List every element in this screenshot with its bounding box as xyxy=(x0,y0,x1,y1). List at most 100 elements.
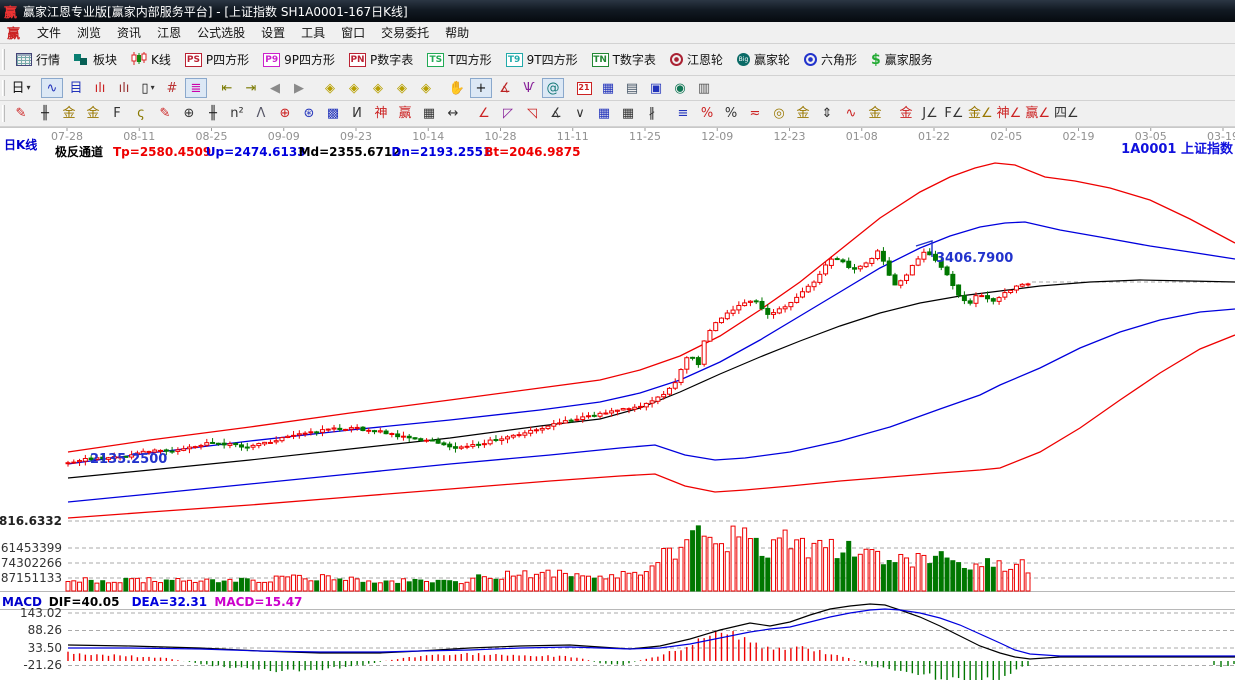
toolbar-button-blue-grid[interactable]: ▦ xyxy=(593,104,615,124)
child-window-logo-icon[interactable]: 赢 xyxy=(7,27,21,42)
toolbar-button-9t-square[interactable]: T9 9T四方形 xyxy=(499,49,585,70)
toolbar-button-grid-box[interactable]: ▩ xyxy=(322,104,344,124)
toolbar-button-expand[interactable]: ◈ xyxy=(415,78,437,98)
toolbar-button-ying-angle[interactable]: 赢∠ xyxy=(1024,104,1051,124)
toolbar-button-gann-fan[interactable]: ∠ xyxy=(473,104,495,124)
toolbar-button-star-wheel[interactable]: ⊛ xyxy=(298,104,320,124)
chart-canvas[interactable]: 07-28 08-11 08-25 09-09 09-23 10-14 10-28 11-11… xyxy=(0,127,1235,680)
menu-item-3[interactable]: 江恩 xyxy=(157,26,182,40)
toolbar-button-gann-tool[interactable]: Ѱ xyxy=(518,78,540,98)
toolbar-button-wave-red[interactable]: ∿ xyxy=(840,104,862,124)
toolbar-button-prev[interactable]: ◀ xyxy=(264,78,286,98)
menu-item-6[interactable]: 工具 xyxy=(301,26,326,40)
toolbar-button-hspan[interactable]: ↔ xyxy=(442,104,464,124)
toolbar-button-grid2[interactable]: ▦ xyxy=(617,104,639,124)
toolbar-button-gann-wheel[interactable]: 江恩轮 xyxy=(663,49,730,70)
toolbar-button-sectors[interactable]: 板块 xyxy=(67,49,124,70)
menu-item-1[interactable]: 浏览 xyxy=(77,26,102,40)
menu-item-2[interactable]: 资讯 xyxy=(117,26,142,40)
toolbar-button-gold-ruler2[interactable]: 金 xyxy=(82,104,104,124)
toolbar-button-next[interactable]: ▶ xyxy=(288,78,310,98)
toolbar-button-9p-square[interactable]: P9 9P四方形 xyxy=(256,49,342,70)
menu-item-7[interactable]: 窗口 xyxy=(341,26,366,40)
toolbar-button-pattern[interactable]: # xyxy=(161,78,183,98)
toolbar-button-p-table[interactable]: PN P数字表 xyxy=(342,49,420,70)
toolbar-button-crosshair-tool[interactable]: + xyxy=(470,78,492,98)
toolbar-button-zoom-left[interactable]: ◈ xyxy=(319,78,341,98)
toolbar-button-p-square[interactable]: PS P四方形 xyxy=(178,49,256,70)
toolbar-button-ai-brain[interactable]: @ xyxy=(542,78,564,98)
toolbar-button-gold3[interactable]: 金 xyxy=(864,104,886,124)
toolbar-button-price-scale[interactable]: ≡ xyxy=(672,104,694,124)
toolbar-button-gold-circle[interactable]: ◎ xyxy=(768,104,790,124)
toolbar-button-circle-ruler[interactable]: ⊕ xyxy=(178,104,200,124)
toolbar-button-trend-curve[interactable]: ∿ xyxy=(41,78,63,98)
toolbar-button-winner-service[interactable]: $ 赢家服务 xyxy=(864,49,940,70)
toolbar-button-target[interactable]: ⊕ xyxy=(274,104,296,124)
toolbar-button-info-panel[interactable]: 目 xyxy=(65,78,87,98)
toolbar-button-gold-under[interactable]: 金 xyxy=(895,104,917,124)
toolbar-button-compress[interactable]: ◈ xyxy=(391,78,413,98)
toolbar-button-notes[interactable]: ▤ xyxy=(621,78,643,98)
toolbar-button-bars-9[interactable]: ılı xyxy=(113,78,135,98)
toolbar-button-t-table[interactable]: TN T数字表 xyxy=(585,49,663,70)
toolbar-button-n-square[interactable]: n² xyxy=(226,104,248,124)
toolbar-button-pen2-tool[interactable]: ✎ xyxy=(154,104,176,124)
toolbar-button-percent-line[interactable]: ≂ xyxy=(744,104,766,124)
toolbar-button-grid-123[interactable]: ▦ xyxy=(418,104,440,124)
toolbar-button-hscale2[interactable]: ╫ xyxy=(202,104,224,124)
toolbar-button-fibo-ruler[interactable]: F xyxy=(106,104,128,124)
toolbar-button-last-page[interactable]: ⇥ xyxy=(240,78,262,98)
p-table-label: P数字表 xyxy=(370,53,414,67)
toolbar-button-color-histogram[interactable]: ≣ xyxy=(185,78,207,98)
toolbar-button-zoom-both[interactable]: ◈ xyxy=(367,78,389,98)
toolbar-button-spiral[interactable]: ς xyxy=(130,104,152,124)
toolbar-button-bars-3[interactable]: ılı xyxy=(89,78,111,98)
toolbar-button-winner-wheel[interactable]: Big 赢家轮 xyxy=(730,49,797,70)
toolbar-button-shen-tool[interactable]: 神 xyxy=(370,104,392,124)
menu-item-9[interactable]: 帮助 xyxy=(445,26,470,40)
menu-item-5[interactable]: 设置 xyxy=(261,26,286,40)
toolbar-button-ying-tool[interactable]: 赢 xyxy=(394,104,416,124)
toolbar-button-j-angle[interactable]: J∠ xyxy=(919,104,941,124)
toolbar-button-remote-pc[interactable]: ▥ xyxy=(693,78,715,98)
menu-item-4[interactable]: 公式选股 xyxy=(197,26,246,40)
toolbar-button-hand-tool[interactable]: ✋ xyxy=(446,78,468,98)
toolbar-button-hexagon[interactable]: 六角形 xyxy=(797,49,864,70)
toolbar-button-web-mail[interactable]: ◉ xyxy=(669,78,691,98)
toolbar-button-zigzag[interactable]: ∨ xyxy=(569,104,591,124)
toolbar-button-percent-red[interactable]: % xyxy=(696,104,718,124)
toolbar-button-angle-lines[interactable]: ∡ xyxy=(545,104,567,124)
toolbar-button-calendar[interactable]: 21 xyxy=(573,78,595,98)
toolbar-button-hscale[interactable]: ╫ xyxy=(34,104,56,124)
toolbar-button-calculator[interactable]: ▦ xyxy=(597,78,619,98)
toolbar-button-angle-a[interactable]: Λ xyxy=(250,104,272,124)
toolbar-button-f-angle[interactable]: F∠ xyxy=(943,104,965,124)
toolbar-button-gold-line[interactable]: 金 xyxy=(792,104,814,124)
updown-icon: ⇕ xyxy=(821,106,833,121)
toolbar-button-kline[interactable]: K线 xyxy=(124,49,178,71)
toolbar-button-updown[interactable]: ⇕ xyxy=(816,104,838,124)
toolbar-button-candle-style-dropdown[interactable]: ▯ ▾ xyxy=(137,78,159,98)
toolbar-button-quotes[interactable]: 行情 xyxy=(9,49,67,70)
menu-item-0[interactable]: 文件 xyxy=(37,26,62,40)
toolbar-button-shen-angle[interactable]: 神∠ xyxy=(996,104,1023,124)
toolbar-button-zoom-right[interactable]: ◈ xyxy=(343,78,365,98)
toolbar-button-fan-square2[interactable]: ◹ xyxy=(521,104,543,124)
title-bar[interactable]: 赢 赢家江恩专业版[赢家内部服务平台] - [上证指数 SH1A0001-167… xyxy=(0,0,1235,22)
toolbar-button-four-angle[interactable]: 四∠ xyxy=(1053,104,1080,124)
zoom-right-icon: ◈ xyxy=(349,80,359,96)
toolbar-button-percent[interactable]: % xyxy=(720,104,742,124)
toolbar-button-save[interactable]: ▣ xyxy=(645,78,667,98)
toolbar-button-parallel[interactable]: ∦ xyxy=(641,104,663,124)
toolbar-button-pen-tool[interactable]: ✎ xyxy=(10,104,32,124)
toolbar-button-fan-square[interactable]: ◸ xyxy=(497,104,519,124)
toolbar-button-t-square[interactable]: TS T四方形 xyxy=(420,49,498,70)
toolbar-button-angle-tool[interactable]: ∡ xyxy=(494,78,516,98)
toolbar-button-first-page[interactable]: ⇤ xyxy=(216,78,238,98)
toolbar-button-gold-ruler[interactable]: 金 xyxy=(58,104,80,124)
toolbar-button-gold-angle[interactable]: 金∠ xyxy=(967,104,994,124)
toolbar-button-i-mark[interactable]: И xyxy=(346,104,368,124)
menu-item-8[interactable]: 交易委托 xyxy=(381,26,430,40)
toolbar-button-period-day-dropdown[interactable]: 日 ▾ xyxy=(10,78,32,98)
